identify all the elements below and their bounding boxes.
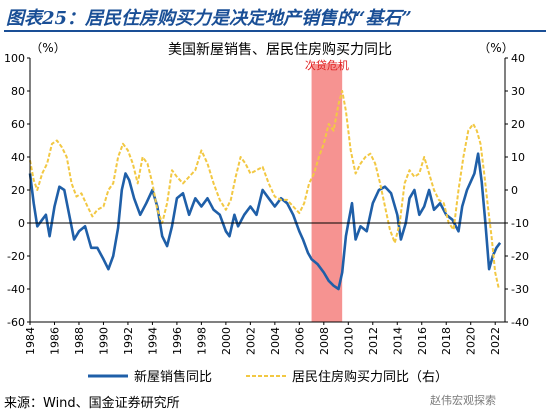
right-tick-label: -10 xyxy=(511,217,529,230)
right-tick-label: -20 xyxy=(511,250,529,263)
left-tick-label: -40 xyxy=(7,283,25,296)
x-tick-label: 1990 xyxy=(97,327,110,355)
x-tick-label: 2022 xyxy=(489,327,502,355)
x-tick-label: 1984 xyxy=(24,327,37,355)
right-tick-label: 10 xyxy=(511,151,525,164)
title-divider xyxy=(4,30,546,32)
housing-affordability-line xyxy=(29,90,500,290)
x-tick-label: 2014 xyxy=(391,327,404,355)
x-tick-label: 2010 xyxy=(342,327,355,355)
x-tick-label: 2018 xyxy=(440,327,453,355)
x-tick-label: 2012 xyxy=(367,327,380,355)
left-tick-label: 0 xyxy=(18,217,25,230)
left-tick-label: -60 xyxy=(7,316,25,329)
x-tick-label: 2020 xyxy=(465,327,478,355)
x-tick-label: 1988 xyxy=(73,327,86,355)
x-tick-label: 2006 xyxy=(293,327,306,355)
left-axis-unit: （%） xyxy=(30,41,65,55)
left-tick-label: 60 xyxy=(11,118,25,131)
x-tick-label: 2008 xyxy=(318,327,331,355)
x-tick-label: 1998 xyxy=(195,327,208,355)
right-tick-label: 40 xyxy=(511,52,525,65)
chart-title: 美国新屋销售、居民住房购买力同比 xyxy=(168,42,392,58)
right-tick-label: -30 xyxy=(511,283,529,296)
right-tick-label: 0 xyxy=(511,184,518,197)
legend-label-new-home-sales: 新屋销售同比 xyxy=(134,369,212,385)
right-tick-label: 30 xyxy=(511,85,525,98)
crisis-annotation: 次贷危机 xyxy=(305,58,349,72)
x-tick-label: 2004 xyxy=(269,327,282,355)
left-tick-label: 20 xyxy=(11,184,25,197)
x-tick-label: 1992 xyxy=(122,327,135,355)
x-tick-label: 2016 xyxy=(416,327,429,355)
x-tick-label: 1986 xyxy=(48,327,61,355)
right-tick-label: 20 xyxy=(511,118,525,131)
x-tick-label: 1994 xyxy=(146,327,159,355)
left-tick-label: 80 xyxy=(11,85,25,98)
x-tick-label: 2002 xyxy=(244,327,257,355)
figure-title: 图表25：居民住房购买力是决定地产销售的“基石” xyxy=(6,8,412,29)
left-tick-label: 40 xyxy=(11,151,25,164)
new-home-sales-line xyxy=(28,152,502,291)
watermark: 赵伟宏观探索 xyxy=(430,394,496,407)
crisis-shade xyxy=(311,64,343,322)
source-note: 来源：Wind、国金证券研究所 xyxy=(4,396,180,411)
left-tick-label: -20 xyxy=(7,250,25,263)
legend-label-affordability: 居民住房购买力同比（右） xyxy=(292,369,448,385)
x-tick-label: 2000 xyxy=(220,327,233,355)
right-axis-unit: （%） xyxy=(478,41,513,55)
right-tick-label: -40 xyxy=(511,316,529,329)
left-tick-label: 100 xyxy=(4,52,25,65)
x-tick-label: 1996 xyxy=(171,327,184,355)
